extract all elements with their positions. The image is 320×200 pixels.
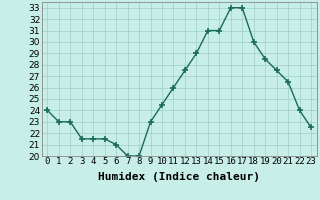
X-axis label: Humidex (Indice chaleur): Humidex (Indice chaleur) <box>98 172 260 182</box>
